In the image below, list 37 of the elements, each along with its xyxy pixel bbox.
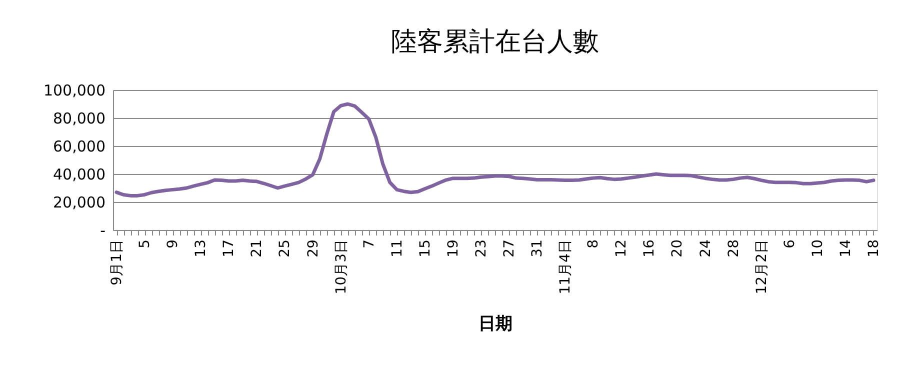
y-tick-label: 20,000 [53,194,106,212]
x-tick-label: 10月3日 [333,240,350,294]
x-tick-label: 13 [193,240,210,258]
x-tick-label: 16 [642,239,658,258]
x-tick-label: 10 [810,240,826,258]
x-tick-label: 23 [473,240,490,258]
x-tick-label: 24 [698,239,714,258]
x-tick-label: 9 [165,240,182,248]
x-tick-label: 11月4日 [558,240,574,294]
x-tick-label: 5 [137,240,154,248]
line-series [114,102,876,198]
x-tick-label: 20 [670,240,686,258]
x-tick-label: 6 [782,239,798,248]
x-axis-title: 日期 [478,314,512,334]
x-tick-label: 9月1日 [109,240,126,286]
chart-title: 陸客累計在台人數 [391,27,599,57]
y-tick-label: - [100,222,106,240]
x-tick-label: 21 [249,240,266,258]
y-tick-label: 100,000 [43,82,106,100]
x-tick-label: 12 [614,240,630,258]
x-tick-label: 18 [866,240,882,258]
x-tick-label: 25 [277,240,294,258]
x-tick-label: 27 [502,240,518,258]
y-tick-label: 40,000 [53,166,106,184]
x-tick-label: 8 [586,240,602,248]
x-tick-label: 12月2日 [754,240,770,294]
x-tick-label: 7 [361,240,378,248]
y-tick-label: 60,000 [53,138,106,156]
x-tick-label: 14 [838,239,854,258]
x-tick-label: 29 [305,240,322,258]
x-tick-label: 15 [417,240,434,258]
x-tick-label: 11 [389,240,406,258]
x-tick-label: 28 [726,240,742,258]
y-tick-label: 80,000 [53,110,106,128]
x-tick-label: 19 [445,240,462,258]
x-tick-label: 31 [530,240,546,258]
x-tick-label: 17 [221,240,238,258]
